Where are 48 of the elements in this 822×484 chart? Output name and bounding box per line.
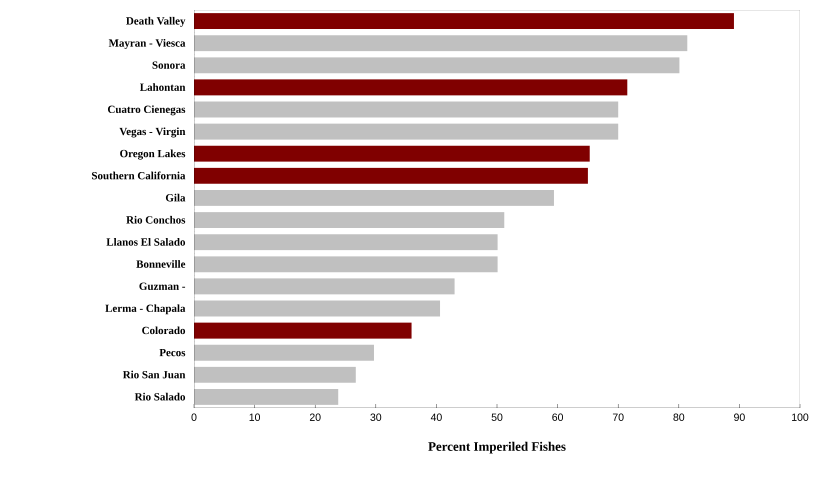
bar (194, 79, 628, 96)
x-tick-label: 10 (250, 414, 260, 421)
y-tick-label: Southern California (92, 172, 186, 180)
bar (194, 322, 412, 339)
bar (194, 212, 504, 228)
x-tick-label: 50 (492, 414, 502, 421)
x-tick-label: 60 (552, 414, 564, 421)
x-axis-title: Percent Imperiled Fishes (428, 442, 566, 454)
bar (194, 190, 554, 206)
bar (194, 300, 440, 316)
x-tick-label: 20 (310, 414, 321, 421)
bar (194, 344, 374, 361)
y-tick-label: Llanos El Salado (106, 238, 186, 246)
bar (194, 124, 618, 140)
y-tick-label: Vegas - Virgin (119, 127, 186, 138)
x-tick-label: 100 (792, 414, 808, 421)
y-tick-label: Gila (166, 194, 186, 202)
y-tick-label: Death Valley (126, 16, 186, 27)
x-tick-label: 0 (192, 414, 196, 421)
bar (194, 35, 688, 52)
bar (194, 57, 680, 74)
bar (194, 256, 498, 272)
bar (194, 13, 734, 30)
x-tick-label: 90 (734, 414, 745, 421)
bar (194, 146, 590, 162)
y-tick-label: Sonora (152, 61, 186, 69)
y-tick-label: Guzman - (139, 282, 186, 290)
y-tick-label: Bonneville (136, 260, 186, 268)
y-tick-label: Oregon Lakes (120, 150, 186, 160)
x-tick-label: 80 (673, 414, 684, 421)
bar (194, 168, 588, 184)
x-tick-label: 30 (370, 414, 382, 421)
y-tick-label: Lerma - Chapala (105, 304, 186, 314)
bar (194, 366, 356, 383)
bar (194, 388, 338, 405)
bar (194, 102, 618, 118)
y-tick-label: Rio San Juan (122, 370, 186, 378)
y-tick-label: Colorado (142, 326, 186, 334)
bar (194, 234, 498, 250)
y-tick-label: Rio Conchos (126, 216, 186, 224)
y-tick-label: Rio Salado (134, 392, 186, 400)
bar (194, 278, 455, 294)
y-tick-label: Mayran - Viesca (108, 38, 186, 49)
y-tick-label: Cuatro Cienegas (108, 105, 186, 116)
x-tick-label: 70 (612, 414, 624, 421)
x-tick-label: 40 (430, 414, 442, 421)
y-tick-label: Lahontan (140, 83, 186, 91)
y-tick-label: Pecos (160, 348, 186, 356)
